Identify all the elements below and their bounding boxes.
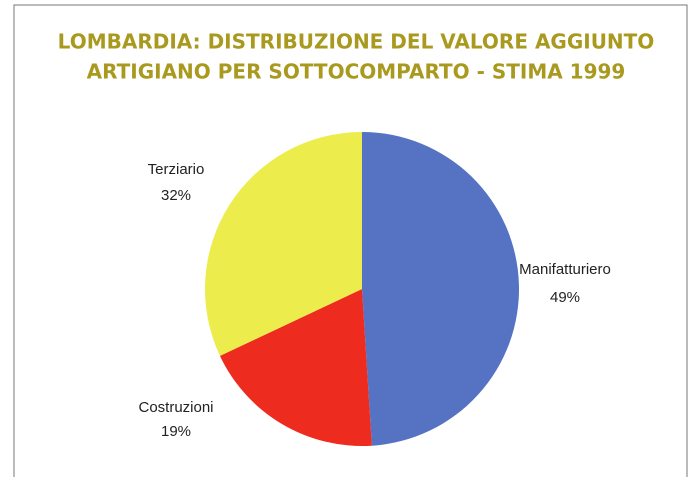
chart-title: LOMBARDIA: DISTRIBUZIONE DEL VALORE AGGI… [58,30,655,54]
slice-label: Manifatturiero [519,261,611,278]
pie-slice [219,289,372,446]
chart-title: ARTIGIANO PER SOTTOCOMPARTO - STIMA 1999 [87,60,626,84]
pie-slice [362,132,520,446]
pie-slice [204,132,362,356]
slice-value: 32% [161,187,191,204]
slice-label: Terziario [148,161,205,178]
slice-value: 19% [161,423,191,440]
slice-label: Costruzioni [138,399,213,416]
slice-value: 49% [550,289,580,306]
